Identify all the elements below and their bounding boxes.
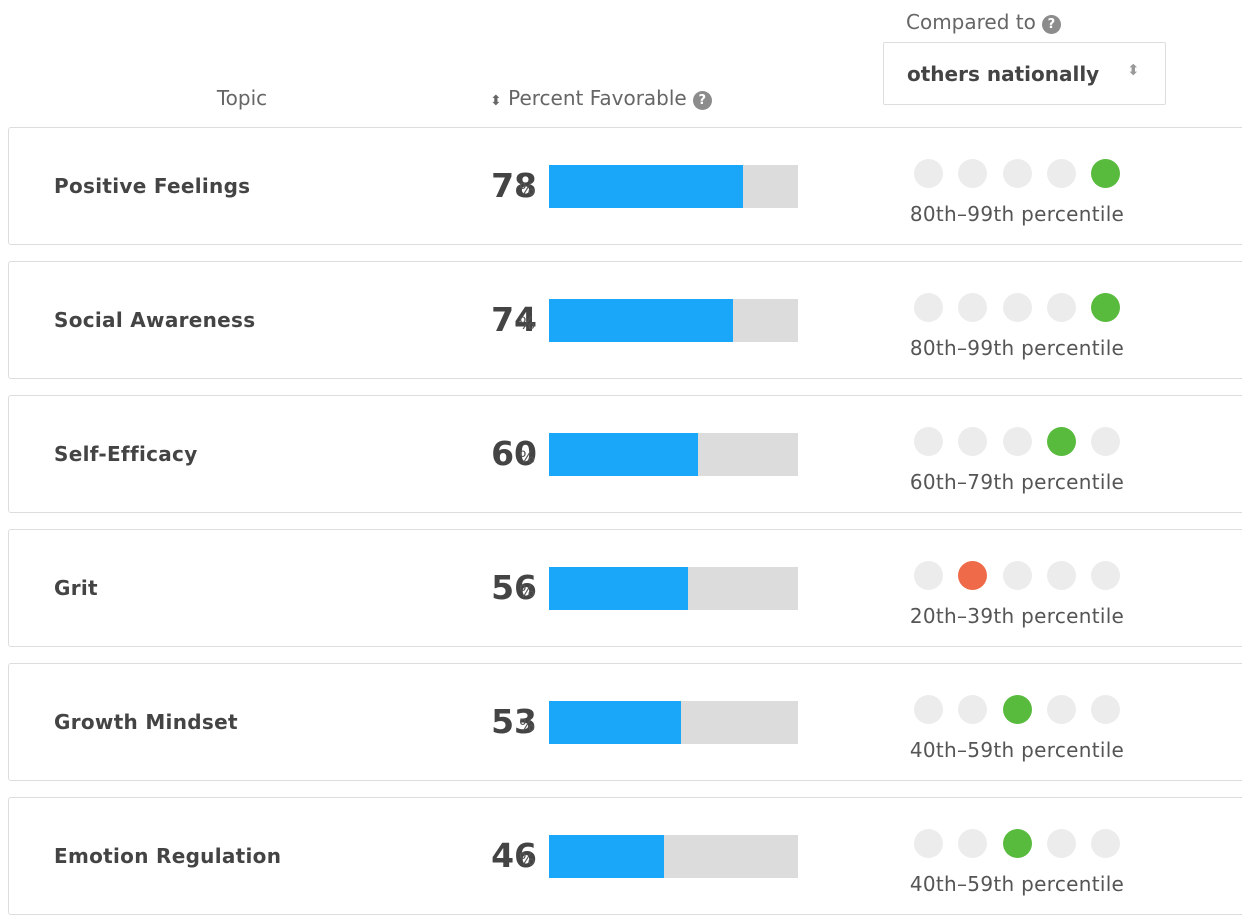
percent-value: 78 [491,166,537,205]
compared-header-text: Compared to [906,10,1036,34]
topic-name: Self-Efficacy [54,442,198,466]
percentile-label: 40th–59th percentile [909,872,1125,896]
percent-unit: % [519,716,536,736]
topic-name: Social Awareness [54,308,256,332]
topic-name: Emotion Regulation [54,844,282,868]
percent-value: 46 [491,836,537,875]
active-dot [1091,293,1121,322]
bar-fill [549,701,681,744]
bar-fill [549,165,744,208]
dot [1091,561,1121,590]
bar-track [549,835,798,878]
active-dot [1002,695,1032,724]
topic-row: Self-Efficacy 60% 60th–79th percentile [8,395,1242,513]
percentile-label: 80th–99th percentile [909,336,1125,360]
dot [1091,829,1121,858]
percent-unit: % [519,180,536,200]
percent-value: 56 [491,568,537,607]
topic-row: Emotion Regulation 46% 40th–59th percentil… [8,797,1242,915]
comparison-select[interactable]: others nationally ⬍ [883,42,1166,105]
bar-fill [549,299,734,342]
active-dot [1002,829,1032,858]
dot [1002,159,1032,188]
help-icon[interactable]: ? [692,91,712,110]
topic-name: Positive Feelings [54,174,251,198]
percent-value: 60 [491,434,537,473]
bar-track [549,165,798,208]
topic-name: Grit [54,576,98,600]
help-icon[interactable]: ? [1041,15,1061,34]
dot [914,561,943,590]
percentile-label: 80th–99th percentile [909,202,1125,226]
active-dot [958,561,988,590]
bar-fill [549,567,689,610]
dot [1002,427,1032,456]
compared-header: Compared to? [906,10,1061,34]
topic-row: Grit 56% 20th–39th percentile [8,529,1242,647]
percent-value: 74 [491,300,537,339]
bar-track [549,701,798,744]
topic-header: Topic [216,86,268,110]
active-dot [1046,427,1076,456]
percentile-label: 60th–79th percentile [909,470,1125,494]
dot [1002,561,1032,590]
percent-unit: % [519,582,536,602]
bar-track [549,433,798,476]
percent-unit: % [519,448,536,468]
dot [1091,427,1121,456]
active-dot [1091,159,1121,188]
topic-row: Positive Feelings 78% 80th–99th percentile [8,127,1242,245]
dot [1046,829,1076,858]
sort-icon[interactable]: ⬍ [490,93,502,109]
topic-name: Growth Mindset [54,710,238,734]
dot [1046,159,1076,188]
bar-fill [549,835,664,878]
dot [1002,293,1032,322]
bar-fill [549,433,699,476]
dot [958,159,988,188]
bar-track [549,299,798,342]
dot [1046,561,1076,590]
select-arrows: ⬍ [1127,61,1140,79]
topic-row: Social Awareness 74% 80th–99th percentile [8,261,1242,379]
percentile-label: 40th–59th percentile [909,738,1125,762]
dot [914,427,943,456]
percent-header[interactable]: ⬍ Percent Favorable? [490,86,712,110]
dot [958,829,988,858]
select-text: others nationally [907,62,1100,86]
dot [914,829,943,858]
dot [914,159,943,188]
dot [958,293,988,322]
percent-unit: % [519,314,536,334]
dot [1046,695,1076,724]
percent-value: 53 [491,702,537,741]
dot [1091,695,1121,724]
dot [914,695,943,724]
topic-row: Growth Mindset 53% 40th–59th percentile [8,663,1242,781]
dot [958,695,988,724]
percentile-label: 20th–39th percentile [909,604,1125,628]
dot [914,293,943,322]
dot [1046,293,1076,322]
bar-track [549,567,798,610]
percent-header-text: Percent Favorable [508,86,687,110]
percent-unit: % [519,850,536,870]
dot [958,427,988,456]
